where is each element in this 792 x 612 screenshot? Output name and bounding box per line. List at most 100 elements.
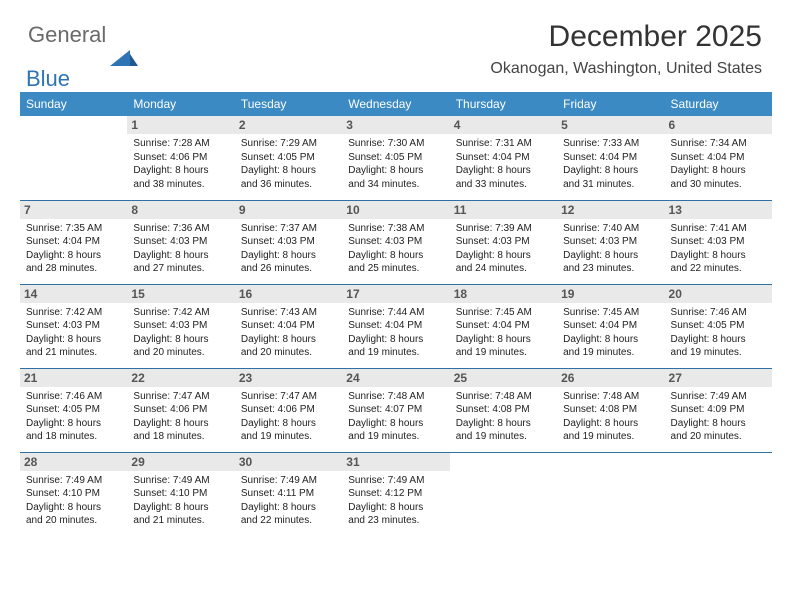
daylight-text-2: and 30 minutes. <box>671 178 766 192</box>
day-number: 21 <box>20 369 127 387</box>
sun-info: Sunrise: 7:47 AMSunset: 4:06 PMDaylight:… <box>133 390 228 444</box>
calendar-day-cell: 21 Sunrise: 7:46 AMSunset: 4:05 PMDayligh… <box>20 368 127 452</box>
sun-info: Sunrise: 7:48 AMSunset: 4:08 PMDaylight:… <box>563 390 658 444</box>
sunset-text: Sunset: 4:05 PM <box>671 319 766 333</box>
daylight-text-1: Daylight: 8 hours <box>241 501 336 515</box>
calendar-page: General Blue December 2025 Okanogan, Was… <box>0 0 792 612</box>
daylight-text-1: Daylight: 8 hours <box>133 333 228 347</box>
day-number: 18 <box>450 285 557 303</box>
sunrise-text: Sunrise: 7:48 AM <box>348 390 443 404</box>
sunrise-text: Sunrise: 7:42 AM <box>133 306 228 320</box>
sun-info: Sunrise: 7:37 AMSunset: 4:03 PMDaylight:… <box>241 222 336 276</box>
day-number: 31 <box>342 453 449 471</box>
day-number: 27 <box>665 369 772 387</box>
calendar-day-cell: 24Sunrise: 7:48 AMSunset: 4:07 PMDayligh… <box>342 368 449 452</box>
day-number: 6 <box>665 116 772 134</box>
daylight-text-2: and 21 minutes. <box>26 346 121 360</box>
calendar-day-cell: 27Sunrise: 7:49 AMSunset: 4:09 PMDayligh… <box>665 368 772 452</box>
sun-info: Sunrise: 7:39 AMSunset: 4:03 PMDaylight:… <box>456 222 551 276</box>
daylight-text-2: and 27 minutes. <box>133 262 228 276</box>
calendar-day-cell: 7Sunrise: 7:35 AMSunset: 4:04 PMDaylight… <box>20 200 127 284</box>
daylight-text-1: Daylight: 8 hours <box>26 249 121 263</box>
sunrise-text: Sunrise: 7:49 AM <box>241 474 336 488</box>
daylight-text-1: Daylight: 8 hours <box>26 501 121 515</box>
daylight-text-2: and 18 minutes. <box>133 430 228 444</box>
sunrise-text: Sunrise: 7:30 AM <box>348 137 443 151</box>
sunset-text: Sunset: 4:03 PM <box>563 235 658 249</box>
daylight-text-1: Daylight: 8 hours <box>241 249 336 263</box>
sunset-text: Sunset: 4:12 PM <box>348 487 443 501</box>
day-number: 30 <box>235 453 342 471</box>
sunset-text: Sunset: 4:05 PM <box>26 403 121 417</box>
calendar-day-cell: 30Sunrise: 7:49 AMSunset: 4:11 PMDayligh… <box>235 452 342 536</box>
sun-info: Sunrise: 7:42 AMSunset: 4:03 PMDaylight:… <box>133 306 228 360</box>
sun-info: Sunrise: 7:35 AMSunset: 4:04 PMDaylight:… <box>26 222 121 276</box>
sunrise-text: Sunrise: 7:37 AM <box>241 222 336 236</box>
day-number: 4 <box>450 116 557 134</box>
calendar-day-cell: 29Sunrise: 7:49 AMSunset: 4:10 PMDayligh… <box>127 452 234 536</box>
sunset-text: Sunset: 4:08 PM <box>563 403 658 417</box>
sun-info: Sunrise: 7:44 AMSunset: 4:04 PMDaylight:… <box>348 306 443 360</box>
calendar-day-cell <box>557 452 664 536</box>
daylight-text-2: and 19 minutes. <box>456 346 551 360</box>
daylight-text-1: Daylight: 8 hours <box>456 333 551 347</box>
sunrise-text: Sunrise: 7:38 AM <box>348 222 443 236</box>
calendar-week-row: 7Sunrise: 7:35 AMSunset: 4:04 PMDaylight… <box>20 200 772 284</box>
daylight-text-2: and 18 minutes. <box>26 430 121 444</box>
calendar-day-cell <box>450 452 557 536</box>
sunset-text: Sunset: 4:03 PM <box>241 235 336 249</box>
day-header: Thursday <box>450 92 557 116</box>
sun-info: Sunrise: 7:29 AMSunset: 4:05 PMDaylight:… <box>241 137 336 191</box>
sunrise-text: Sunrise: 7:35 AM <box>26 222 121 236</box>
sunset-text: Sunset: 4:03 PM <box>671 235 766 249</box>
sun-info: Sunrise: 7:48 AMSunset: 4:07 PMDaylight:… <box>348 390 443 444</box>
calendar-day-cell: 22 Sunrise: 7:47 AMSunset: 4:06 PMDayligh… <box>127 368 234 452</box>
daylight-text-2: and 19 minutes. <box>563 430 658 444</box>
day-number: 22 <box>127 369 234 387</box>
sun-info: Sunrise: 7:33 AMSunset: 4:04 PMDaylight:… <box>563 137 658 191</box>
sunset-text: Sunset: 4:03 PM <box>456 235 551 249</box>
daylight-text-1: Daylight: 8 hours <box>241 333 336 347</box>
sun-info: Sunrise: 7:46 AMSunset: 4:05 PMDaylight:… <box>26 390 121 444</box>
sunset-text: Sunset: 4:06 PM <box>133 151 228 165</box>
sun-info: Sunrise: 7:46 AMSunset: 4:05 PMDaylight:… <box>671 306 766 360</box>
day-number: 5 <box>557 116 664 134</box>
sun-info: Sunrise: 7:38 AMSunset: 4:03 PMDaylight:… <box>348 222 443 276</box>
brand-logo: General Blue <box>28 22 138 92</box>
daylight-text-1: Daylight: 8 hours <box>133 501 228 515</box>
day-number: 15 <box>127 285 234 303</box>
sunrise-text: Sunrise: 7:48 AM <box>563 390 658 404</box>
day-number: 11 <box>450 201 557 219</box>
day-number: 3 <box>342 116 449 134</box>
daylight-text-1: Daylight: 8 hours <box>348 501 443 515</box>
daylight-text-2: and 28 minutes. <box>26 262 121 276</box>
daylight-text-2: and 24 minutes. <box>456 262 551 276</box>
day-number: 2 <box>235 116 342 134</box>
daylight-text-2: and 19 minutes. <box>348 346 443 360</box>
daylight-text-1: Daylight: 8 hours <box>348 333 443 347</box>
sunset-text: Sunset: 4:07 PM <box>348 403 443 417</box>
sunrise-text: Sunrise: 7:42 AM <box>26 306 121 320</box>
sunset-text: Sunset: 4:04 PM <box>348 319 443 333</box>
calendar-day-cell: 8Sunrise: 7:36 AMSunset: 4:03 PMDaylight… <box>127 200 234 284</box>
daylight-text-1: Daylight: 8 hours <box>456 417 551 431</box>
sunset-text: Sunset: 4:10 PM <box>26 487 121 501</box>
sunrise-text: Sunrise: 7:40 AM <box>563 222 658 236</box>
sunset-text: Sunset: 4:03 PM <box>348 235 443 249</box>
day-header: Monday <box>127 92 234 116</box>
sun-info: Sunrise: 7:30 AMSunset: 4:05 PMDaylight:… <box>348 137 443 191</box>
sunrise-text: Sunrise: 7:28 AM <box>133 137 228 151</box>
sun-info: Sunrise: 7:31 AMSunset: 4:04 PMDaylight:… <box>456 137 551 191</box>
calendar-day-cell: 5 Sunrise: 7:33 AMSunset: 4:04 PMDaylight… <box>557 116 664 200</box>
sunset-text: Sunset: 4:04 PM <box>241 319 336 333</box>
sun-info: Sunrise: 7:49 AMSunset: 4:12 PMDaylight:… <box>348 474 443 528</box>
daylight-text-2: and 33 minutes. <box>456 178 551 192</box>
daylight-text-2: and 19 minutes. <box>563 346 658 360</box>
day-number: 9 <box>235 201 342 219</box>
sun-info: Sunrise: 7:49 AMSunset: 4:10 PMDaylight:… <box>26 474 121 528</box>
calendar-day-cell: 28Sunrise: 7:49 AMSunset: 4:10 PMDayligh… <box>20 452 127 536</box>
sunset-text: Sunset: 4:06 PM <box>241 403 336 417</box>
daylight-text-2: and 26 minutes. <box>241 262 336 276</box>
daylight-text-2: and 20 minutes. <box>133 346 228 360</box>
daylight-text-1: Daylight: 8 hours <box>456 164 551 178</box>
